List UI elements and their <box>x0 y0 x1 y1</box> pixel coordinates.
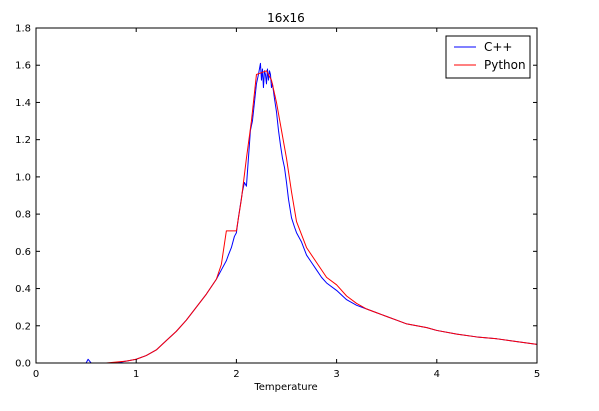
x-tick-label: 3 <box>333 369 339 380</box>
x-tick-label: 0 <box>33 369 39 380</box>
y-tick-label: 0.6 <box>15 247 31 258</box>
x-tick-label: 4 <box>434 369 440 380</box>
y-tick-label: 0.2 <box>15 321 31 332</box>
y-tick-label: 0.8 <box>15 210 31 221</box>
legend-label: C++ <box>484 40 513 54</box>
x-tick-label: 5 <box>534 369 540 380</box>
x-tick-label: 1 <box>133 369 139 380</box>
series-line-python <box>66 70 538 364</box>
y-tick-label: 1.6 <box>15 61 31 72</box>
y-tick-label: 1.2 <box>15 135 31 146</box>
chart-title: 16x16 <box>267 11 305 25</box>
legend-label: Python <box>484 58 526 72</box>
y-tick-label: 1.0 <box>15 172 31 183</box>
legend: C++ Python <box>445 35 531 79</box>
y-tick-label: 1.8 <box>15 24 31 35</box>
plot-frame <box>35 27 538 364</box>
legend-box <box>445 35 531 79</box>
plot-area: 0 1 2 3 4 5 0.0 0.2 0.4 0.6 0.8 1.0 1.2 1.4 1.6 1.8 <box>15 24 540 381</box>
x-tick-label: 2 <box>233 369 239 380</box>
x-axis-label: Temperature <box>253 382 317 393</box>
series-line-c- <box>66 62 538 364</box>
y-tick-label: 0.4 <box>15 284 31 295</box>
y-tick-label: 1.4 <box>15 98 31 109</box>
y-tick-label: 0.0 <box>15 359 31 370</box>
